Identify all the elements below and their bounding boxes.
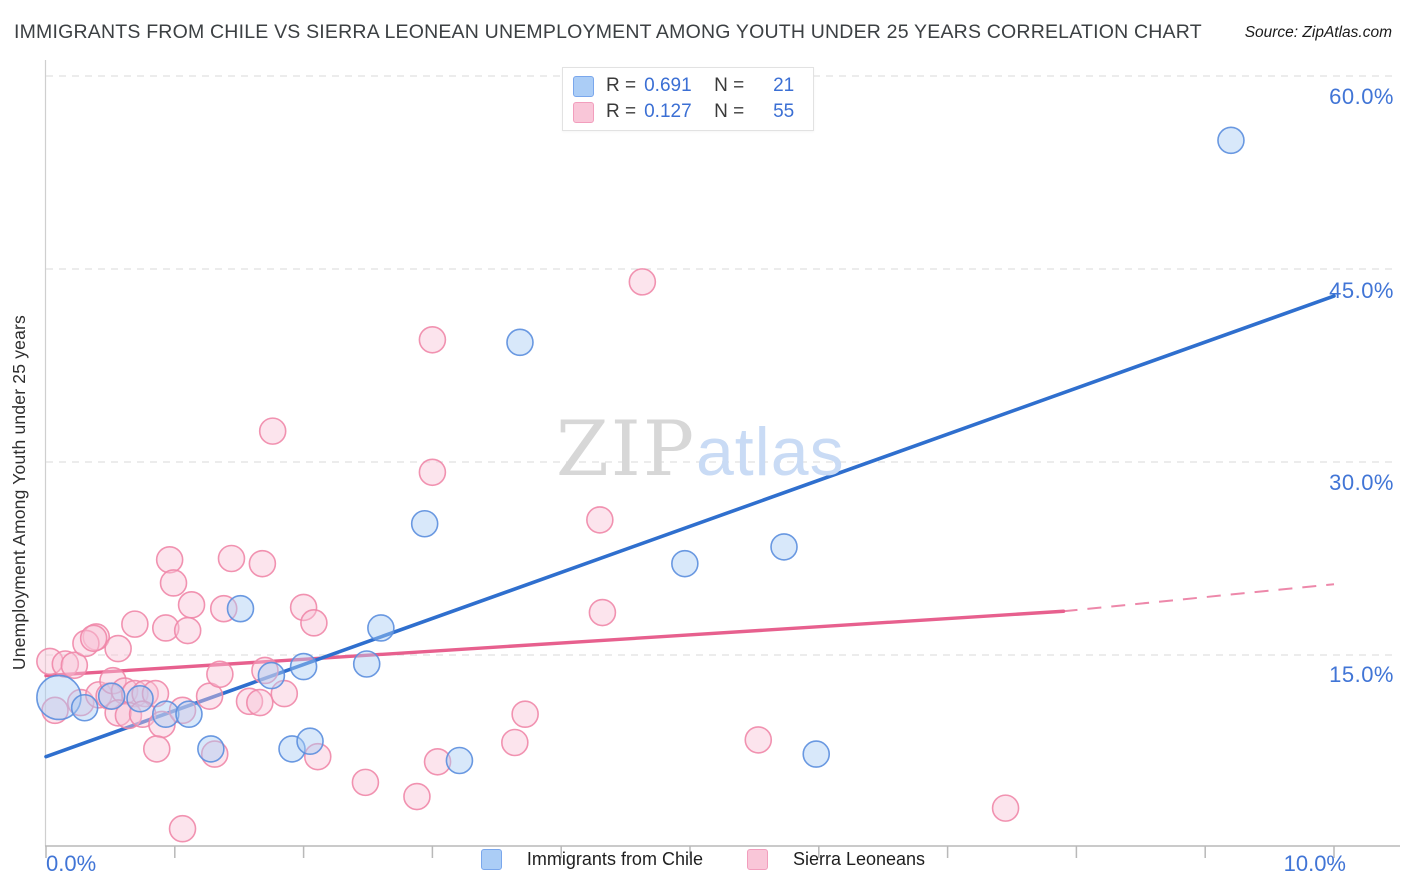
legend-row-chile: R = 0.691 N = 21	[573, 75, 803, 97]
scatter-point-sierra-leone	[60, 651, 89, 680]
scatter-point-sierra-leone	[131, 679, 159, 708]
zipatlas-watermark: ZIPatlas	[556, 404, 845, 493]
scatter-point-sierra-leone	[155, 545, 184, 574]
scatter-point-chile	[151, 700, 180, 728]
scatter-point-sierra-leone	[588, 598, 617, 627]
trend-line-sierra-leone-extrapolated	[1063, 583, 1335, 613]
x-axis-tick-0: 0.0%	[46, 851, 97, 876]
trend-line-sierra-leone	[44, 609, 1066, 678]
scatter-point-sierra-leone	[200, 740, 229, 768]
scatter-point-chile	[278, 735, 306, 763]
scatter-point-sierra-leone	[104, 699, 132, 727]
watermark-atlas-text: atlas	[695, 414, 845, 490]
pink-series-swatch	[573, 101, 594, 123]
legend-item-chile: Immigrants from Chile	[480, 849, 703, 870]
blue-series-swatch	[573, 75, 594, 97]
scatter-point-sierra-leone	[289, 593, 318, 622]
page-title: IMMIGRANTS FROM CHILE VS SIERRA LEONEAN …	[14, 21, 1202, 43]
n-value-chile: 21	[773, 75, 795, 96]
legend-label-chile: Immigrants from Chile	[526, 849, 703, 869]
scatter-point-chile	[289, 652, 318, 681]
legend-label-sierra-leone: Sierra Leoneans	[792, 849, 926, 869]
scatter-point-chile	[506, 328, 534, 357]
scatter-point-sierra-leone	[235, 687, 264, 716]
scatter-point-sierra-leone	[79, 624, 108, 653]
scatter-point-sierra-leone	[104, 634, 132, 663]
scatter-point-sierra-leone	[501, 728, 529, 757]
scatter-point-sierra-leone	[142, 735, 171, 763]
n-value-sierra-leone: 55	[773, 101, 795, 122]
scatter-point-chile	[367, 614, 395, 642]
scatter-point-chile	[296, 727, 324, 756]
y-axis-tick-15: 15.0%	[1329, 662, 1394, 687]
scatter-point-sierra-leone	[72, 629, 100, 658]
scatter-point-chile	[671, 549, 699, 578]
scatter-point-sierra-leone	[351, 768, 380, 797]
scatter-point-sierra-leone	[628, 268, 657, 296]
trend-line-chile	[44, 294, 1336, 759]
scatter-point-chile	[70, 693, 99, 722]
pink-series-swatch	[746, 849, 768, 870]
scatter-point-sierra-leone	[217, 544, 246, 573]
scatter-point-chile	[352, 650, 381, 678]
scatter-point-sierra-leone	[159, 569, 188, 597]
scatter-point-sierra-leone	[300, 609, 328, 637]
scatter-point-chile	[36, 674, 82, 721]
scatter-point-sierra-leone	[114, 701, 143, 730]
scatter-point-chile	[410, 509, 439, 538]
series-legend: Immigrants from Chile Sierra Leoneans	[0, 849, 1406, 870]
scatter-point-sierra-leone	[403, 782, 431, 811]
n-label: N =	[714, 101, 745, 122]
scatter-point-sierra-leone	[121, 679, 149, 708]
scatter-point-sierra-leone	[248, 549, 277, 578]
r-label: R =	[606, 75, 637, 96]
scatter-point-chile	[97, 682, 126, 710]
r-value-chile: 0.691	[644, 75, 692, 96]
scatter-point-sierra-leone	[423, 747, 452, 776]
scatter-point-chile	[197, 735, 225, 763]
scatter-point-sierra-leone	[206, 660, 234, 689]
scatter-point-sierra-leone	[418, 325, 447, 354]
y-axis-tick-45: 45.0%	[1329, 278, 1394, 303]
scatter-point-sierra-leone	[151, 614, 180, 642]
scatter-point-chile	[175, 700, 203, 728]
scatter-point-chile	[802, 740, 831, 768]
scatter-point-sierra-leone	[418, 458, 447, 487]
scatter-point-chile	[226, 594, 255, 623]
legend-item-sierra-leone: Sierra Leoneans	[746, 849, 926, 870]
correlation-legend-box: R = 0.691 N = 21 R = 0.127 N = 55	[562, 67, 814, 131]
y-axis-title: Unemployment Among Youth under 25 years	[6, 258, 32, 728]
scatter-point-chile	[445, 746, 474, 775]
scatter-point-sierra-leone	[209, 594, 238, 623]
scatter-point-sierra-leone	[168, 814, 197, 843]
scatter-point-chile	[1217, 126, 1245, 155]
scatter-point-sierra-leone	[121, 610, 149, 638]
scatter-point-sierra-leone	[511, 700, 539, 728]
scatter-point-sierra-leone	[99, 666, 127, 695]
x-axis-tick-10: 10.0%	[1283, 851, 1346, 876]
watermark-zip-text: ZIP	[556, 404, 696, 493]
scatter-point-sierra-leone	[246, 688, 274, 717]
scatter-point-chile	[126, 684, 154, 713]
n-label: N =	[714, 75, 745, 96]
scatter-point-chile	[770, 533, 798, 561]
source-attribution: Source: ZipAtlas.com	[1244, 24, 1392, 41]
scatter-point-sierra-leone	[744, 726, 773, 754]
scatter-point-sierra-leone	[991, 794, 1020, 822]
scatter-point-chile	[257, 661, 286, 690]
y-axis-title-text: Unemployment Among Youth under 25 years	[8, 315, 29, 671]
y-axis-tick-60: 60.0%	[1329, 84, 1394, 109]
scatter-point-sierra-leone	[258, 417, 287, 445]
blue-series-swatch	[480, 849, 502, 870]
y-axis-tick-30: 30.0%	[1329, 470, 1394, 495]
scatter-point-sierra-leone	[586, 506, 614, 534]
r-value-sierra-leone: 0.127	[644, 101, 692, 122]
scatter-point-sierra-leone	[303, 742, 332, 771]
legend-row-sierra-leone: R = 0.127 N = 55	[573, 101, 803, 123]
r-label: R =	[606, 101, 637, 122]
scatter-point-sierra-leone	[177, 591, 206, 619]
scatter-point-sierra-leone	[173, 616, 202, 645]
